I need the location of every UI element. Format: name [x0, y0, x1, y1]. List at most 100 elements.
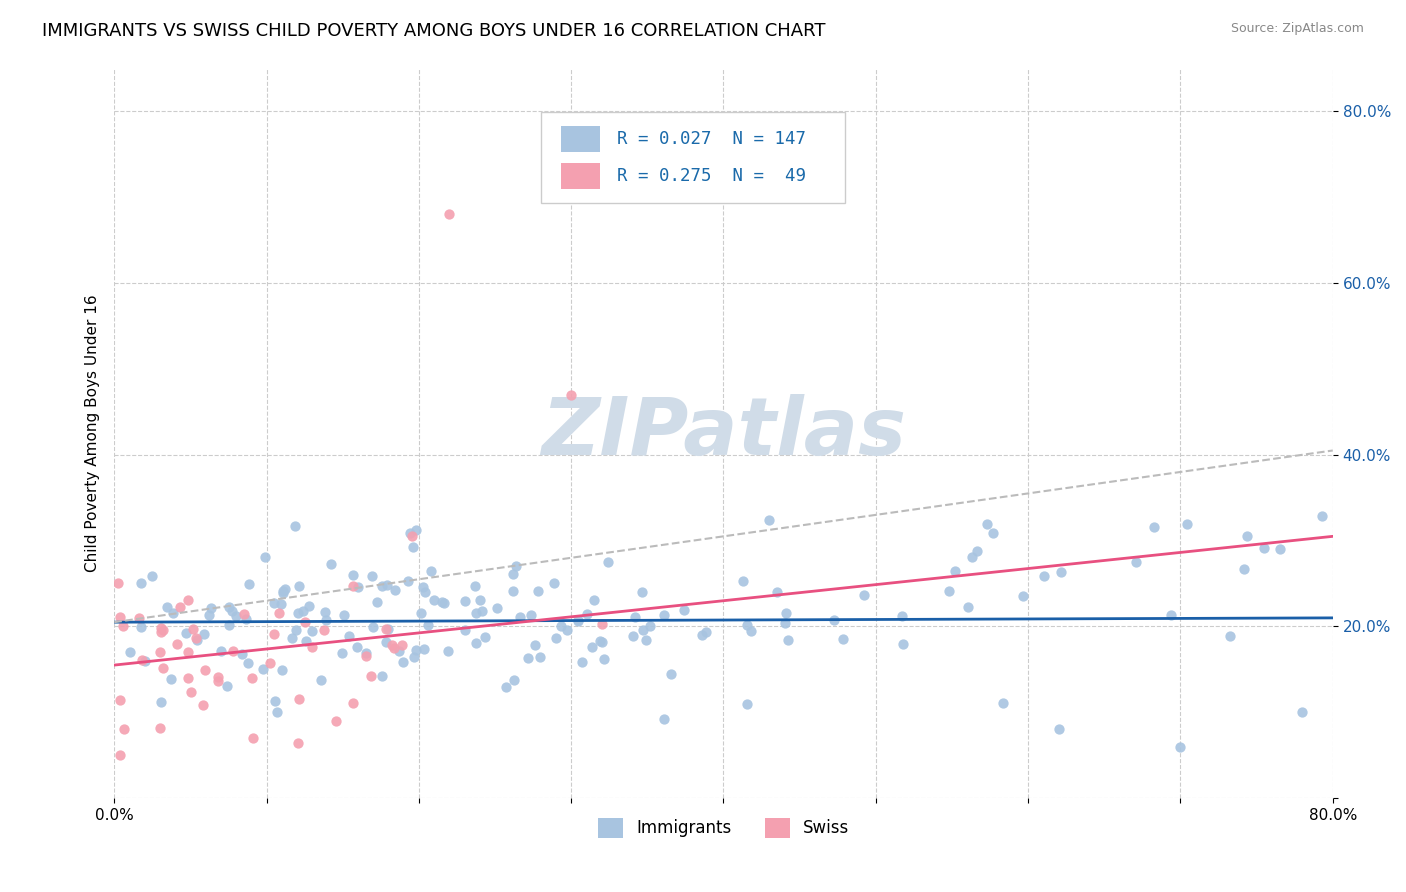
- Point: [399, 526, 422, 541]
- Point: [470, 592, 492, 607]
- Point: [420, 564, 443, 578]
- Point: [505, 559, 527, 574]
- Point: [1253, 541, 1275, 555]
- Point: [274, 582, 297, 597]
- Point: [174, 626, 197, 640]
- Point: [1236, 529, 1258, 543]
- Point: [384, 583, 406, 598]
- Point: [177, 645, 200, 659]
- Point: [381, 638, 404, 652]
- Point: [692, 627, 714, 641]
- Point: [152, 623, 174, 637]
- Point: [225, 609, 247, 624]
- Point: [1177, 516, 1199, 531]
- Point: [287, 692, 309, 706]
- Point: [1170, 739, 1192, 754]
- Point: [354, 647, 377, 661]
- Point: [945, 564, 967, 578]
- Point: [253, 550, 276, 565]
- Point: [418, 618, 440, 632]
- Point: [240, 672, 263, 686]
- Point: [221, 604, 243, 618]
- Point: [778, 633, 800, 648]
- Point: [118, 645, 141, 659]
- Point: [294, 615, 316, 630]
- Point: [454, 594, 477, 608]
- Point: [740, 624, 762, 638]
- Point: [238, 576, 260, 591]
- Point: [592, 651, 614, 665]
- Point: [134, 654, 156, 668]
- Point: [589, 634, 612, 648]
- Point: [287, 735, 309, 749]
- Point: [652, 712, 675, 726]
- Point: [1291, 706, 1313, 720]
- Point: [236, 656, 259, 670]
- Point: [1233, 562, 1256, 576]
- Point: [209, 644, 232, 658]
- Point: [1125, 555, 1147, 569]
- Point: [217, 679, 239, 693]
- Point: [765, 585, 787, 599]
- Point: [891, 609, 914, 624]
- Point: [733, 574, 755, 589]
- Point: [111, 619, 134, 633]
- Point: [520, 607, 543, 622]
- Point: [1012, 590, 1035, 604]
- Point: [314, 623, 336, 637]
- Point: [218, 600, 240, 615]
- Point: [402, 541, 425, 555]
- Point: [956, 600, 979, 615]
- Point: [361, 569, 384, 583]
- Point: [366, 595, 388, 609]
- Point: [333, 608, 356, 623]
- Point: [342, 579, 364, 593]
- Point: [166, 637, 188, 651]
- Point: [281, 631, 304, 645]
- Point: [412, 581, 434, 595]
- Point: [571, 655, 593, 669]
- Point: [454, 623, 477, 637]
- Point: [259, 656, 281, 670]
- Point: [527, 584, 550, 599]
- Point: [823, 613, 845, 627]
- Point: [543, 576, 565, 591]
- Point: [852, 588, 875, 602]
- Point: [374, 635, 396, 649]
- Point: [502, 673, 524, 687]
- Point: [423, 592, 446, 607]
- Point: [198, 608, 221, 623]
- Point: [288, 579, 311, 593]
- Point: [583, 593, 606, 607]
- Point: [636, 632, 658, 647]
- Point: [191, 698, 214, 712]
- Point: [222, 644, 245, 658]
- Point: [1160, 607, 1182, 622]
- Point: [363, 620, 385, 634]
- Point: [405, 643, 427, 657]
- Point: [295, 634, 318, 648]
- Point: [149, 645, 172, 659]
- Bar: [561, 162, 600, 189]
- Point: [242, 731, 264, 745]
- Point: [550, 619, 572, 633]
- Point: [291, 604, 314, 618]
- Point: [938, 584, 960, 599]
- Point: [325, 714, 347, 728]
- Point: [523, 638, 546, 652]
- Point: [200, 600, 222, 615]
- Point: [287, 606, 309, 620]
- Point: [775, 615, 797, 630]
- Point: [231, 647, 253, 661]
- Point: [546, 631, 568, 645]
- Point: [392, 655, 415, 669]
- Point: [485, 600, 508, 615]
- Point: [1047, 723, 1070, 737]
- Point: [966, 544, 988, 558]
- Point: [471, 604, 494, 618]
- Point: [298, 599, 321, 613]
- Point: [342, 696, 364, 710]
- Point: [149, 625, 172, 640]
- Point: [529, 650, 551, 665]
- Point: [273, 584, 295, 599]
